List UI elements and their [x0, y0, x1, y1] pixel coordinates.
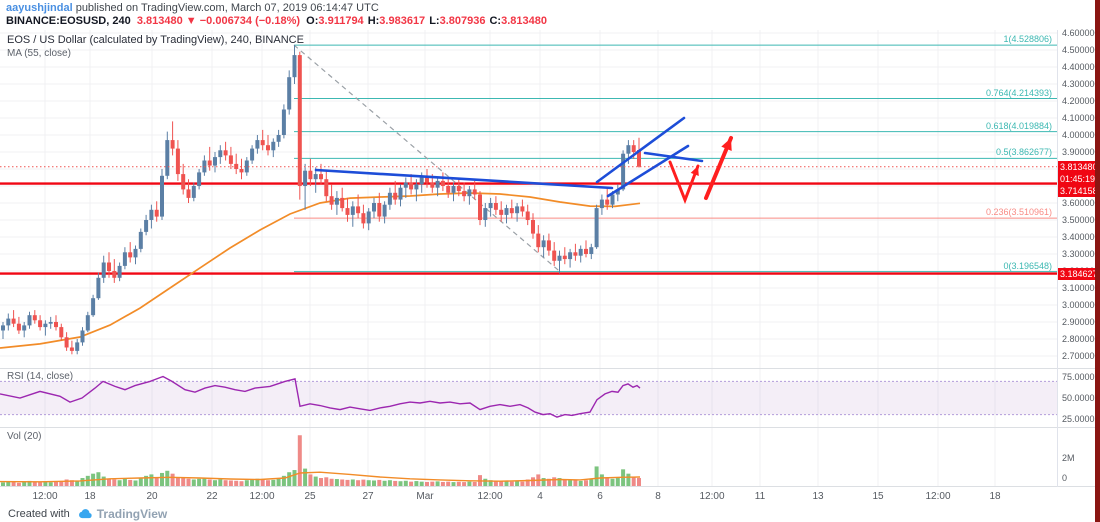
price-tick-label: 3.400000: [1062, 231, 1100, 242]
rsi-tick-label: 25.0000: [1062, 413, 1095, 424]
low-key: L:: [429, 15, 440, 27]
price-tick-label: 4.600000: [1062, 27, 1100, 38]
tradingview-cloud-icon: [78, 509, 92, 519]
time-tick-label[interactable]: 12:00: [249, 491, 275, 502]
pane-separator[interactable]: [0, 368, 1100, 369]
vol-tick-label: 2M: [1062, 453, 1075, 463]
tradingview-logo[interactable]: TradingView: [76, 507, 167, 521]
time-tick-label[interactable]: 8: [655, 491, 661, 502]
price-tick-label: 3.100000: [1062, 282, 1100, 293]
horizontal-line-price-badge: 3.714158: [1058, 184, 1100, 197]
fib-level-label: 0.236(3.510961): [985, 207, 1052, 218]
last-price-badge: 3.813480: [1058, 160, 1100, 173]
symbol-info-bar: BINANCE:EOSUSD, 240 3.813480 ▼ −0.006734…: [6, 15, 551, 27]
open-value: 3.911794: [318, 15, 364, 27]
close-key: C:: [489, 15, 502, 27]
rsi-indicator-legend: RSI (14, close): [7, 371, 74, 382]
fib-level-label: 0.5(3.862677): [995, 147, 1052, 158]
ma-indicator-legend: MA (55, close): [7, 48, 71, 59]
publish-text: published on TradingView.com, March 07, …: [72, 2, 379, 14]
time-tick-label[interactable]: 18: [989, 491, 1001, 502]
open-key: O:: [306, 15, 319, 27]
symbol-label[interactable]: BINANCE:EOSUSD, 240: [6, 15, 131, 27]
pane-separator: [0, 486, 1100, 487]
price-tick-label: 4.300000: [1062, 78, 1100, 89]
price-tick-label: 3.600000: [1062, 197, 1100, 208]
pane-separator[interactable]: [0, 427, 1100, 428]
time-tick-label[interactable]: 4: [537, 491, 543, 502]
price-tick-label: 2.900000: [1062, 316, 1100, 327]
high-key: H:: [367, 15, 380, 27]
volume-indicator-legend: Vol (20): [7, 431, 42, 442]
price-tick-label: 3.300000: [1062, 248, 1100, 259]
footer: Created with TradingView: [8, 506, 167, 522]
close-value: 3.813480: [501, 15, 547, 27]
horizontal-line-price-badge: 3.184627: [1058, 267, 1100, 280]
time-tick-label[interactable]: 11: [754, 491, 766, 502]
time-tick-label[interactable]: 12:00: [925, 491, 951, 502]
rsi-tick-label: 75.0000: [1062, 372, 1095, 383]
time-tick-label[interactable]: 6: [597, 491, 603, 502]
time-tick-label[interactable]: 12:00: [699, 491, 725, 502]
price-tick-label: 4.100000: [1062, 112, 1100, 123]
high-value: 3.983617: [379, 15, 426, 27]
price-change: −0.006734 (−0.18%): [199, 15, 301, 27]
time-tick-label[interactable]: 22: [206, 491, 218, 502]
price-tick-label: 3.500000: [1062, 214, 1100, 225]
bar-countdown-badge: 01:45:19: [1058, 172, 1100, 185]
publish-info: aayushjindal published on TradingView.co…: [6, 2, 551, 14]
time-tick-label[interactable]: 20: [146, 491, 158, 502]
time-tick-label[interactable]: 15: [872, 491, 884, 502]
snapshot-header: aayushjindal published on TradingView.co…: [6, 2, 551, 27]
price-tick-label: 4.000000: [1062, 129, 1100, 140]
price-tick-label: 3.900000: [1062, 146, 1100, 157]
page-edge-strip: [1095, 0, 1100, 522]
price-tick-label: 4.500000: [1062, 44, 1100, 55]
price-down-arrow-icon: ▼: [185, 15, 197, 27]
fib-level-label: 0(3.196548): [1003, 260, 1052, 271]
created-with-label: Created with: [8, 508, 70, 520]
chart-title-legend: EOS / US Dollar (calculated by TradingVi…: [7, 34, 304, 46]
time-tick-label[interactable]: Mar: [416, 491, 434, 502]
price-tick-label: 4.400000: [1062, 61, 1100, 72]
fib-level-label: 0.618(4.019884): [985, 120, 1052, 131]
price-axis-border: [1057, 30, 1058, 487]
time-tick-label[interactable]: 12:00: [32, 491, 58, 502]
time-tick-label[interactable]: 18: [84, 491, 96, 502]
time-tick-label[interactable]: 12:00: [477, 491, 503, 502]
price-pane-canvas[interactable]: [0, 30, 1058, 368]
price-tick-label: 2.800000: [1062, 333, 1100, 344]
fib-level-label: 0.764(4.214393): [985, 87, 1052, 98]
rsi-tick-label: 50.0000: [1062, 393, 1095, 403]
vol-tick-label: 0: [1062, 473, 1068, 483]
time-tick-label[interactable]: 13: [812, 491, 824, 502]
author-link[interactable]: aayushjindal: [6, 2, 73, 14]
price-tick-label: 3.000000: [1062, 299, 1100, 310]
volume-pane-canvas[interactable]: [0, 428, 1058, 486]
low-value: 3.807936: [439, 15, 486, 27]
time-tick-label[interactable]: 27: [362, 491, 374, 502]
fib-level-label: 1(4.528806): [1003, 34, 1052, 45]
time-tick-label[interactable]: 25: [304, 491, 316, 502]
rsi-pane-canvas[interactable]: [0, 369, 1058, 427]
tradingview-logo-text: TradingView: [96, 507, 168, 521]
price-tick-label: 2.700000: [1062, 350, 1100, 361]
last-price: 3.813480: [136, 15, 183, 27]
price-tick-label: 4.200000: [1062, 95, 1100, 106]
